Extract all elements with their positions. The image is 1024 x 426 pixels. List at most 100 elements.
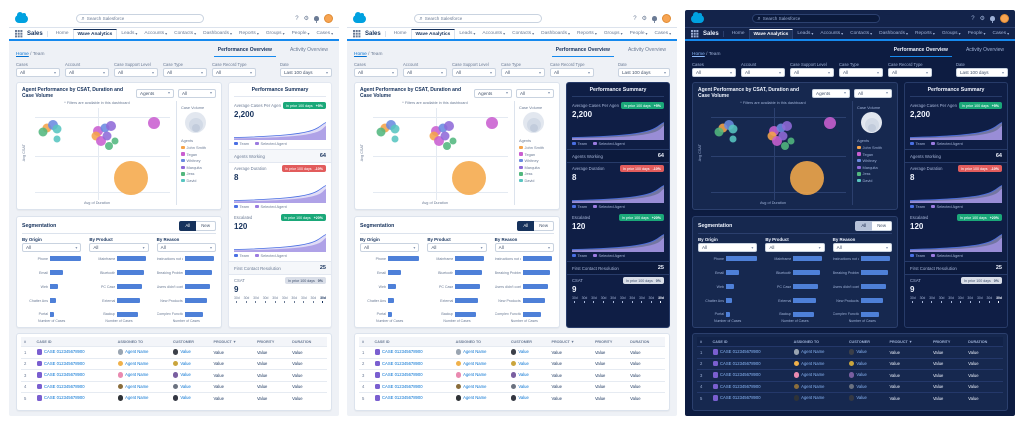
table-row[interactable]: 2 CASE 012345678900 Agent Name Value Val… bbox=[359, 357, 665, 370]
case-id-link[interactable]: CASE 012345678900 bbox=[720, 395, 761, 401]
bar[interactable] bbox=[793, 255, 823, 262]
agent-link[interactable]: Agent Name bbox=[801, 360, 825, 366]
notifications-bell-icon[interactable] bbox=[314, 16, 319, 23]
user-avatar[interactable] bbox=[1000, 14, 1009, 23]
case-id-link[interactable]: CASE 012345678900 bbox=[382, 383, 423, 389]
scatter-point[interactable] bbox=[42, 123, 52, 133]
bar[interactable] bbox=[388, 297, 395, 304]
scatter-point[interactable] bbox=[767, 131, 777, 140]
bar[interactable] bbox=[726, 269, 740, 276]
bar[interactable] bbox=[860, 269, 889, 276]
scatter-point[interactable] bbox=[485, 116, 498, 129]
nav-tab[interactable]: Wave Analytics bbox=[73, 28, 118, 39]
nav-tab[interactable]: Contacts ▾ bbox=[509, 29, 537, 38]
agent-link[interactable]: Agent Name bbox=[125, 349, 149, 355]
bar[interactable] bbox=[860, 255, 891, 262]
legend-item[interactable]: Whitney bbox=[857, 158, 892, 163]
scatter-point[interactable] bbox=[431, 125, 442, 136]
agent-link[interactable]: Agent Name bbox=[125, 383, 149, 389]
bar[interactable] bbox=[793, 283, 818, 290]
customer-link[interactable]: Value bbox=[518, 360, 529, 366]
bar[interactable] bbox=[522, 269, 551, 276]
filter-select[interactable]: All ▾ bbox=[741, 68, 785, 77]
case-id-link[interactable]: CASE 012345678900 bbox=[44, 395, 85, 401]
user-avatar[interactable] bbox=[662, 14, 671, 23]
bar[interactable] bbox=[388, 269, 402, 276]
table-row[interactable]: 1 CASE 012345678900 Agent Name Value Val… bbox=[359, 346, 665, 358]
nav-tab[interactable]: Dashboards ▾ bbox=[876, 29, 911, 38]
nav-tab[interactable]: Wave Analytics bbox=[411, 28, 456, 39]
table-row[interactable]: 2 CASE 012345678900 Agent Name Value Val… bbox=[697, 357, 1003, 370]
legend-item[interactable]: David bbox=[181, 178, 216, 183]
reason-select[interactable]: All ▾ bbox=[494, 243, 554, 253]
nav-tab[interactable]: Groups ▾ bbox=[263, 29, 288, 38]
scatter-point[interactable] bbox=[718, 123, 728, 133]
table-row[interactable]: 2 CASE 012345678900 Agent Name Value Val… bbox=[21, 357, 327, 370]
nav-tab[interactable]: Cases ▾ bbox=[314, 29, 333, 38]
bar[interactable] bbox=[860, 283, 886, 290]
bar[interactable] bbox=[388, 255, 420, 262]
scatter-point[interactable] bbox=[778, 131, 788, 141]
legend-item[interactable]: Tegan bbox=[181, 152, 216, 157]
filter-select[interactable]: All ▾ bbox=[114, 68, 158, 77]
bar[interactable] bbox=[726, 283, 735, 290]
scatter-point[interactable] bbox=[443, 141, 452, 150]
setup-gear-icon[interactable]: ⚙ bbox=[641, 15, 647, 22]
nav-tab[interactable]: Contacts ▾ bbox=[171, 29, 199, 38]
legend-item[interactable]: Marquita bbox=[857, 165, 892, 170]
table-header[interactable]: Assigned To bbox=[790, 337, 846, 347]
agent-link[interactable]: Agent Name bbox=[125, 395, 149, 401]
bar[interactable] bbox=[726, 255, 758, 262]
bar[interactable] bbox=[50, 283, 59, 290]
scatter-point[interactable] bbox=[52, 124, 62, 134]
bar[interactable] bbox=[455, 269, 482, 276]
agent-link[interactable]: Agent Name bbox=[463, 372, 487, 378]
bar[interactable] bbox=[117, 255, 147, 262]
scatter-point[interactable] bbox=[390, 124, 400, 134]
table-header[interactable]: Product ▼ bbox=[548, 337, 592, 347]
nav-tab[interactable]: People ▾ bbox=[627, 29, 651, 38]
scatter-point[interactable] bbox=[113, 160, 148, 195]
table-header[interactable]: Customer bbox=[845, 337, 887, 347]
nav-tab[interactable]: People ▾ bbox=[965, 29, 989, 38]
nav-tab[interactable]: Reports ▾ bbox=[912, 29, 938, 38]
legend-item[interactable]: Marquita bbox=[519, 165, 554, 170]
nav-tab[interactable]: Cases ▾ bbox=[652, 29, 671, 38]
table-header[interactable]: Duration bbox=[965, 337, 1003, 347]
bar[interactable] bbox=[184, 297, 207, 304]
scatter-point[interactable] bbox=[376, 127, 386, 137]
bar[interactable] bbox=[793, 269, 820, 276]
nav-tab[interactable]: Contacts ▾ bbox=[847, 29, 875, 38]
product-select[interactable]: All ▾ bbox=[427, 243, 487, 253]
legend-item[interactable]: Whitney bbox=[181, 158, 216, 163]
filter-select[interactable]: All ▾ bbox=[403, 68, 447, 77]
scatter-point[interactable] bbox=[391, 135, 399, 143]
nav-tab[interactable]: Groups ▾ bbox=[939, 29, 964, 38]
table-header[interactable]: # bbox=[359, 337, 372, 347]
nav-tab[interactable]: Home bbox=[53, 29, 73, 38]
nav-tab[interactable]: Accounts ▾ bbox=[141, 29, 170, 38]
legend-item[interactable]: Marquita bbox=[181, 165, 216, 170]
legend-item[interactable]: John Smith bbox=[181, 145, 216, 150]
table-header[interactable]: Assigned To bbox=[114, 337, 170, 347]
bar[interactable] bbox=[184, 283, 210, 290]
agents-select[interactable]: Agents ▾ bbox=[474, 88, 512, 98]
table-row[interactable]: 3 CASE 012345678900 Agent Name Value Val… bbox=[697, 369, 1003, 381]
customer-link[interactable]: Value bbox=[180, 349, 191, 355]
legend-item[interactable]: Tegan bbox=[857, 152, 892, 157]
user-avatar[interactable] bbox=[324, 14, 333, 23]
breadcrumb-link[interactable]: Home bbox=[692, 52, 705, 57]
scatter-point[interactable] bbox=[443, 121, 454, 132]
table-header[interactable]: Assigned To bbox=[452, 337, 508, 347]
table-header[interactable]: Priority bbox=[591, 337, 628, 347]
filter-select[interactable]: All ▾ bbox=[550, 68, 594, 77]
case-id-link[interactable]: CASE 012345678900 bbox=[382, 372, 423, 378]
bar[interactable] bbox=[388, 311, 393, 318]
filter-select[interactable]: All ▾ bbox=[212, 68, 256, 77]
bar[interactable] bbox=[522, 283, 548, 290]
tab-performance-overview[interactable]: Performance Overview bbox=[551, 45, 614, 57]
case-id-link[interactable]: CASE 012345678900 bbox=[382, 360, 423, 366]
table-header[interactable]: Product ▼ bbox=[210, 337, 254, 347]
global-search-input[interactable]: ⌕ Search Salesforce bbox=[414, 14, 543, 23]
table-row[interactable]: 4 CASE 012345678900 Agent Name Value Val… bbox=[697, 380, 1003, 393]
